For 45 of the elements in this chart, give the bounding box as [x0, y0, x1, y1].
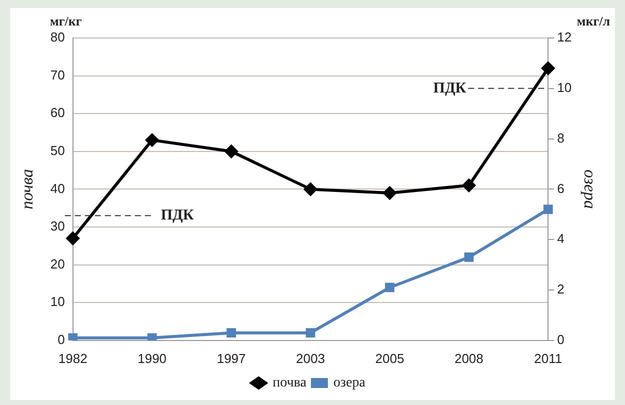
y-axis-title: почва — [18, 168, 37, 210]
point — [147, 333, 157, 340]
y2-tick-label: 8 — [557, 130, 564, 146]
y2-tick-label: 4 — [557, 231, 564, 246]
text: мг/кг — [50, 13, 82, 28]
y-tick-label: 80 — [50, 30, 65, 45]
point — [462, 178, 476, 192]
y-tick-label: 60 — [50, 105, 65, 120]
x-tick-label: 2003 — [296, 350, 325, 366]
text: мкг/л — [576, 13, 610, 28]
x-tick-label: 2005 — [375, 350, 404, 366]
x-tick-label: 2011 — [534, 350, 562, 366]
y2-tick-label: 6 — [557, 180, 564, 196]
point — [306, 328, 316, 338]
y2-axis-title: озера — [580, 169, 600, 209]
point — [224, 144, 238, 158]
y-tick-label: 20 — [50, 256, 65, 272]
y-tick-label: 50 — [50, 142, 65, 158]
y-tick-label: 30 — [50, 218, 65, 234]
y2-tick-label: 2 — [557, 282, 564, 297]
legend-label: озера — [333, 376, 366, 391]
y2-tick-label: 10 — [557, 80, 572, 95]
point — [304, 182, 317, 196]
y2-tick-label: 12 — [557, 30, 572, 45]
point — [464, 252, 474, 262]
point — [226, 328, 236, 338]
point — [383, 186, 396, 200]
y-tick-label: 40 — [50, 180, 65, 196]
point — [68, 333, 78, 340]
point — [146, 134, 159, 147]
x-tick-label: 1990 — [138, 350, 167, 366]
point — [542, 62, 555, 75]
y-tick-label: 10 — [50, 294, 65, 310]
ref-line-label: ПДК — [160, 208, 194, 224]
y-tick-label: 70 — [50, 67, 65, 82]
y-tick-label: 0 — [58, 332, 65, 347]
x-tick-label: 1997 — [216, 350, 246, 366]
legend-label: почва — [272, 376, 308, 391]
y2-tick-label: 0 — [557, 332, 564, 347]
x-tick-label: 1982 — [58, 350, 88, 366]
point — [543, 204, 553, 214]
x-tick-label: 2008 — [454, 350, 484, 366]
point — [66, 232, 80, 245]
point — [385, 282, 394, 292]
ref-line-label: ПДК — [433, 80, 466, 96]
